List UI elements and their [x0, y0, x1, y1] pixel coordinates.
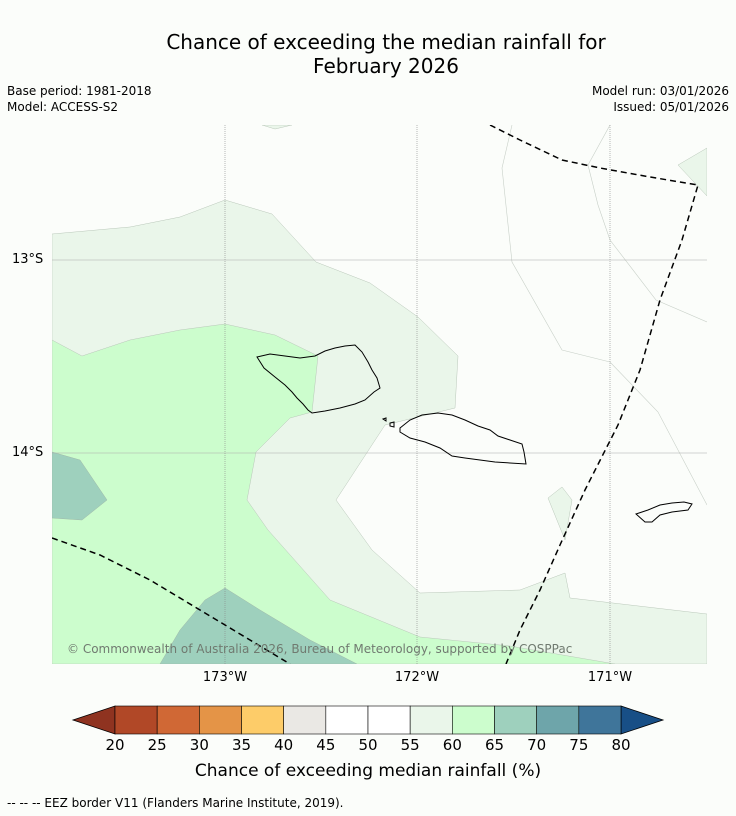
lon-label-171w: 171°W — [587, 670, 633, 685]
contour-55-60-small-top — [261, 125, 293, 130]
colorbar-bin-5 — [325, 705, 369, 735]
colorbar-bin-0 — [114, 705, 158, 735]
island-small-1 — [381, 417, 387, 422]
eez-footnote: -- -- -- EEZ border V11 (Flanders Marine… — [7, 796, 344, 810]
issued-text: Issued: 05/01/2026 — [613, 100, 729, 114]
colorbar-tick-label: 70 — [527, 736, 547, 754]
model-run-text: Model run: 03/01/2026 — [591, 84, 729, 98]
island-savaii — [256, 344, 381, 414]
colorbar-bin-9 — [494, 705, 537, 735]
contour-65-70-south — [159, 587, 358, 664]
colorbar-bin-6 — [367, 705, 411, 735]
lon-label-172w: 172°W — [394, 670, 440, 685]
title-line-2: February 2026 — [313, 54, 459, 78]
colorbar-tick-label: 40 — [274, 736, 294, 754]
colorbar-tick-label: 50 — [358, 736, 378, 754]
island-tutuila — [635, 501, 693, 523]
contour-line-east — [501, 125, 707, 506]
colorbar-tick-label: 30 — [189, 736, 209, 754]
colorbar-bin-11 — [578, 705, 622, 735]
meta-left: Base period: 1981-2018 Model: ACCESS-S2 — [7, 83, 152, 115]
contour-line-ne — [587, 125, 707, 323]
colorbar-tick-label: 80 — [611, 736, 631, 754]
base-period-text: Base period: 1981-2018 — [7, 84, 152, 98]
model-text: Model: ACCESS-S2 — [7, 100, 119, 114]
colorbar-bin-2 — [199, 705, 242, 735]
colorbar-bin-7 — [409, 705, 453, 735]
colorbar-tick-label: 55 — [400, 736, 420, 754]
copyright-text: © Commonwealth of Australia 2026, Bureau… — [67, 642, 573, 656]
colorbar-label: Chance of exceeding median rainfall (%) — [194, 761, 542, 781]
chart-title: Chance of exceeding the median rainfall … — [0, 30, 736, 78]
lon-label-173w: 173°W — [202, 670, 248, 685]
contour-55-60-small-ne — [677, 147, 707, 197]
colorbar-tick-label: 45 — [316, 736, 336, 754]
contour-55-60-small-e — [547, 486, 573, 541]
colorbar-tick-label: 65 — [484, 736, 505, 754]
colorbar-bin-3 — [241, 705, 284, 735]
eez-border-south — [52, 537, 291, 664]
colorbar-bin-8 — [452, 705, 495, 735]
colorbar-under-arrow — [71, 705, 116, 735]
island-upolu — [399, 412, 527, 465]
island-small-2 — [389, 421, 395, 428]
colorbar-tick-label: 60 — [442, 736, 462, 754]
meta-right: Model run: 03/01/2026 Issued: 05/01/2026 — [592, 83, 729, 115]
colorbar-tick-label: 75 — [569, 736, 589, 754]
colorbar-over-arrow — [620, 705, 665, 735]
colorbar-tick-label: 20 — [105, 736, 125, 754]
colorbar — [71, 705, 665, 735]
colorbar-bin-4 — [283, 705, 327, 735]
colorbar-bin-1 — [156, 705, 200, 735]
colorbar-bin-10 — [536, 705, 580, 735]
lat-label-14s: 14°S — [12, 445, 44, 460]
eez-border-north — [489, 125, 699, 664]
contour-60-65 — [52, 323, 616, 664]
title-line-1: Chance of exceeding the median rainfall … — [166, 30, 606, 54]
colorbar-tick-label: 25 — [147, 736, 167, 754]
contour-65-70-west — [52, 451, 108, 521]
colorbar-tick-label: 35 — [231, 736, 252, 754]
lat-label-13s: 13°S — [12, 252, 44, 267]
map-area — [52, 125, 707, 664]
